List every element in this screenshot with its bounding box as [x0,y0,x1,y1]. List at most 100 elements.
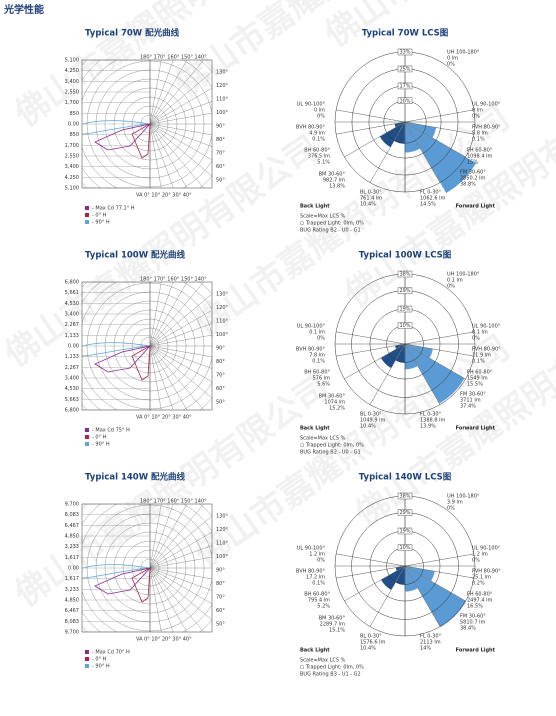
zone-label: BM 30-60° [319,616,346,622]
zone-label: BH 60-80° [304,370,330,376]
angle-label: 110° [216,541,229,547]
y-label: 4,250 [65,68,79,74]
y-label: 4,850 [65,534,79,540]
angle-label: 120° [216,83,229,89]
curve-0h [131,345,151,381]
zone-label: 5.1% [317,160,330,166]
lcs-wedge [404,565,467,628]
zone-label: FM 30-60° [460,614,486,620]
grid-ray [149,309,212,347]
polar-clip [82,282,212,410]
ring-label-box [397,48,413,56]
zone-label: FVH 80-90° [472,347,501,353]
zone-label: 37.4% [460,404,476,410]
zone-label: 1388.8 lm [420,418,445,424]
zone-label: 13.8% [329,184,345,190]
angle-label: 60° [216,608,225,614]
angle-label: 120° [216,527,229,533]
y-label: 3,400 [65,164,79,170]
zone-label: 0% [472,558,480,564]
lcs-ray [404,331,474,345]
angle-label: 100° [216,554,229,560]
y-label: 5,100 [65,58,79,64]
grid-ray [149,345,162,410]
y-label: 8,083 [65,619,79,625]
lcs-ray [404,565,474,579]
zone-label: BVH 80-90° [296,347,326,353]
zone-label: 2497.4 lm [467,598,492,604]
grid-ray [149,60,204,125]
zone-label: 5.6% [317,382,330,388]
forward-label: Forward Light [456,204,496,210]
lcs-note: ○ Trapped Light: 0lm, 0% [300,221,364,227]
curve-90h [82,120,151,135]
zone-label: 982.7 lm [323,178,345,184]
legend-swatch [85,206,89,210]
angle-label: 70° [216,595,225,601]
zone-label: FVH 80-90° [472,569,501,575]
forward-label: Forward Light [456,648,496,654]
top-label: 180° 170° 160° 150° 140° [140,499,207,505]
lcs-note: BUG Rating B3 - U1 - G2 [300,672,361,678]
lcs-ray [404,343,466,380]
zone-label: 25.1 lm [472,575,491,581]
curve-90h [82,564,151,579]
zone-label: 0 lm [314,108,325,114]
zone-label: 15.2% [329,406,345,412]
y-label: 850 [69,132,79,138]
ring-label-box [397,305,413,313]
grid-ray [149,556,212,569]
zone-label: 0% [317,336,325,342]
zone-label: 0.1 lm [447,278,463,284]
zone-label: 795.4 lm [308,598,330,604]
zone-label: UL 90-100° [297,102,326,108]
page-title: 光学性能 [3,3,44,16]
curve-0h [131,123,151,159]
zone-label: UL 90-100° [472,102,501,108]
zone-label: 17.2 lm [306,575,325,581]
lcs-note: ○ Trapped Light: 0lm, 0% [300,665,364,671]
zone-label: 0.1 lm [309,330,325,336]
y-label: 3,233 [65,544,79,550]
zone-label: 15.5% [467,382,483,388]
angle-label: 130° [216,70,229,76]
bottom-label: VA 0° 10° 20° 30° 40° [136,193,192,199]
polar-frame [81,59,213,189]
zone-label: FL 0-30° [420,190,442,196]
legend-swatch [85,664,89,668]
y-label: 0.00 [68,566,79,572]
angle-label: 130° [216,292,229,298]
zone-label: 0% [472,114,480,120]
y-label: 3,400 [65,312,79,318]
polar-title: Typical 100W 配光曲线 [85,250,186,261]
zone-label: BVH 80-90° [296,125,326,131]
y-label: 8,083 [65,512,79,518]
zone-label: BVH 80-90° [296,569,326,575]
lcs-ray [404,121,441,183]
lcs-ray [404,553,474,567]
angle-label: 90° [216,568,225,574]
polar-frame [81,281,213,411]
ring-label: 38% [399,272,410,278]
lcs-title: Typical 100W LCS图 [359,251,452,261]
zone-label: 0.1% [312,359,325,365]
grid-ray [149,545,212,569]
zone-label: BH 60-80° [304,148,330,154]
zone-label: BH 60-80° [304,592,330,598]
angle-label: 80° [216,581,225,587]
zone-label: 0.1% [312,137,325,143]
ring-label-box [397,322,413,329]
lcs-ray [369,565,406,627]
grid-ray [149,504,162,569]
ring-label-box [397,270,413,278]
zone-label: 5.2% [317,604,330,610]
lcs-ray [404,343,441,405]
grid-ray [149,112,212,125]
top-label: 180° 170° 160° 150° 140° [140,277,207,283]
legend-swatch [85,650,89,654]
zone-label: FH 60-80° [467,592,493,598]
zone-label: 1576.6 lm [360,640,385,646]
curve-90h [82,342,151,357]
lcs-ray [344,565,406,602]
zone-label: 15% [467,160,478,166]
